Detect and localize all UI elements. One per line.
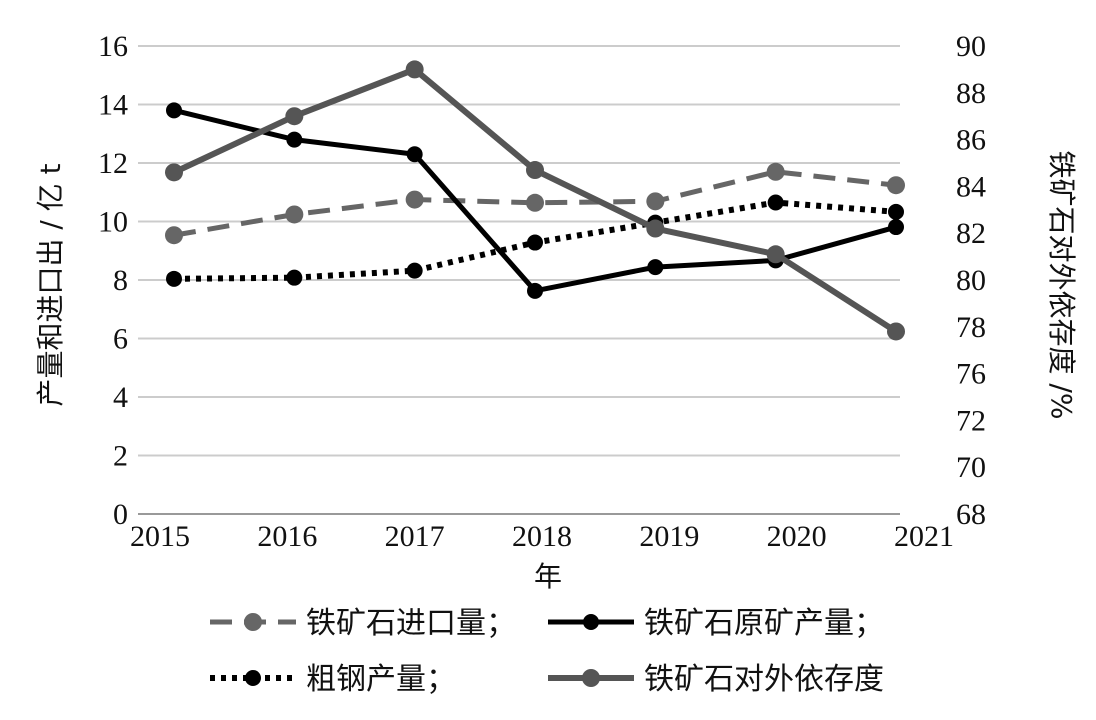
x-tick-label: 2017 xyxy=(385,520,445,553)
data-point xyxy=(285,107,304,126)
data-point xyxy=(526,161,544,180)
legend-label: 粗钢产量； xyxy=(306,662,456,697)
y-right-tick-label: 78 xyxy=(956,311,986,344)
y-right-tick-label: 88 xyxy=(956,77,986,110)
x-tick-label: 2021 xyxy=(894,520,954,553)
y-right-tick-label: 82 xyxy=(956,217,986,250)
data-point xyxy=(527,234,543,251)
data-point xyxy=(887,322,905,341)
legend-label: 铁矿石进口量； xyxy=(306,606,516,641)
data-point xyxy=(527,282,543,299)
y-right-tick-label: 84 xyxy=(956,170,986,203)
y-left-axis-label: 产量和进口出 / 亿 t xyxy=(34,163,67,406)
y-left-tick-label: 8 xyxy=(113,264,128,297)
y-left-tick-label: 10 xyxy=(98,206,128,239)
data-point xyxy=(405,190,424,209)
data-point xyxy=(285,205,304,224)
x-tick-label: 2016 xyxy=(257,520,317,553)
y-left-tick-label: 12 xyxy=(98,147,128,180)
legend-swatch-marker xyxy=(582,669,600,687)
data-point xyxy=(766,245,785,264)
y-left-tick-label: 16 xyxy=(98,30,128,63)
y-left-tick-label: 0 xyxy=(113,498,128,531)
y-right-tick-label: 68 xyxy=(956,498,986,531)
y-left-tick-label: 14 xyxy=(98,89,128,122)
y-right-tick-label: 80 xyxy=(956,264,986,297)
y-right-tick-label: 86 xyxy=(956,124,986,157)
y-right-tick-label: 70 xyxy=(956,451,986,484)
data-point xyxy=(766,162,785,181)
data-point xyxy=(166,102,182,119)
data-point xyxy=(646,219,665,238)
x-axis-label: 年 xyxy=(534,560,562,593)
y-right-tick-label: 76 xyxy=(956,358,986,391)
data-point xyxy=(406,262,423,279)
legend-label: 铁矿石对外依存度 xyxy=(644,662,884,697)
data-point xyxy=(165,226,183,245)
x-tick-label: 2018 xyxy=(512,520,572,553)
y-right-axis-label: 铁矿石对外依存度 /% xyxy=(1045,151,1078,420)
y-left-tick-label: 4 xyxy=(113,381,128,414)
data-point xyxy=(286,269,303,286)
data-point xyxy=(888,203,904,220)
x-tick-label: 2015 xyxy=(130,520,190,553)
y-right-tick-label: 90 xyxy=(956,30,986,63)
data-point xyxy=(405,60,424,79)
data-point xyxy=(286,131,303,148)
data-point xyxy=(406,146,423,163)
data-point xyxy=(887,176,905,195)
data-point xyxy=(166,270,182,287)
legend-label: 铁矿石原矿产量； xyxy=(644,606,884,641)
data-point xyxy=(646,192,665,211)
legend-swatch-marker xyxy=(583,614,599,630)
y-left-tick-label: 2 xyxy=(113,440,128,473)
y-right-tick-label: 72 xyxy=(956,404,986,437)
data-point xyxy=(526,193,544,212)
legend-swatch-marker xyxy=(245,670,261,686)
y-left-tick-label: 6 xyxy=(113,323,128,356)
data-point xyxy=(767,194,784,211)
legend-swatch-marker xyxy=(244,613,262,631)
x-tick-label: 2019 xyxy=(639,520,699,553)
data-point xyxy=(888,219,904,236)
data-point xyxy=(647,259,664,276)
data-point xyxy=(165,163,183,182)
x-tick-label: 2020 xyxy=(767,520,827,553)
